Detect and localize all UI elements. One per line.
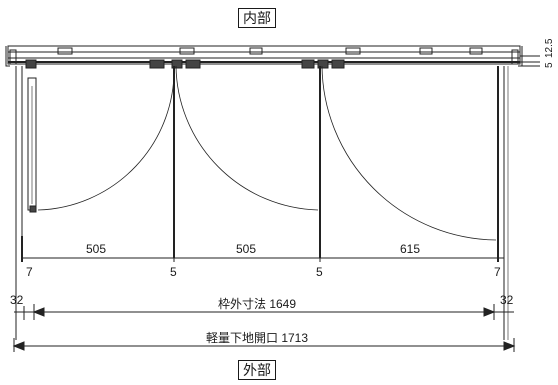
top-right-dimension xyxy=(520,55,540,67)
door-leaf-2 xyxy=(175,65,321,258)
panel-width-2: 505 xyxy=(236,242,257,256)
left-jamb xyxy=(15,66,37,340)
lgs-opening-dimension-line xyxy=(12,338,516,352)
top-frame xyxy=(5,45,523,69)
top-right-dim-5: 5 xyxy=(544,62,555,68)
door-leaf-3 xyxy=(321,65,499,258)
lgs-opening-size: 軽量下地開口 1713 xyxy=(206,331,309,345)
right-jamb xyxy=(503,66,509,340)
side-offset-left: 32 xyxy=(10,293,24,307)
interior-label: 内部 xyxy=(238,8,276,28)
post-width-right: 7 xyxy=(494,265,501,279)
door-leaf-1 xyxy=(37,65,175,258)
top-right-dim-12-5: 12.5 xyxy=(544,38,555,58)
exterior-label: 外部 xyxy=(238,360,276,380)
post-width-left: 7 xyxy=(26,265,33,279)
panel-dimension-line xyxy=(21,236,504,262)
frame-outer-size: 枠外寸法 1649 xyxy=(218,297,297,311)
post-width-mid-2: 5 xyxy=(316,265,323,279)
side-offset-right: 32 xyxy=(500,293,514,307)
post-width-mid-1: 5 xyxy=(170,265,177,279)
frame-outer-dimension-line xyxy=(14,304,514,320)
panel-width-1: 505 xyxy=(86,242,107,256)
panel-width-3: 615 xyxy=(400,242,421,256)
